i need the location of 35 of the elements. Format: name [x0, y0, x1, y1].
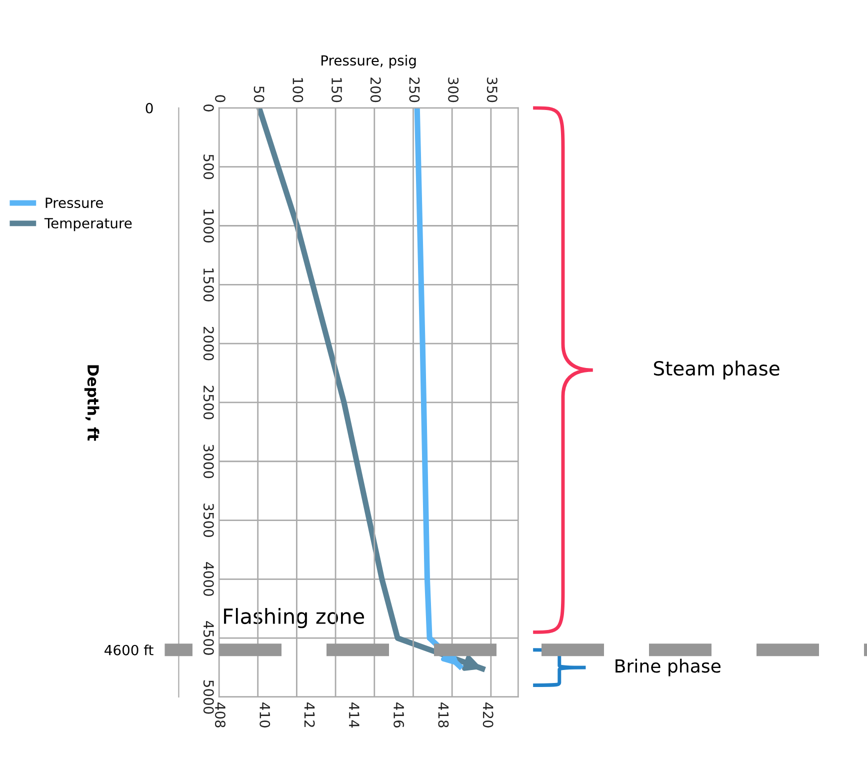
y-tick-label: 4500	[203, 621, 214, 655]
x2-axis-title: Pressure, psig	[322, 54, 416, 68]
x2-tick-label: 150	[332, 78, 342, 102]
x-tick-label: 416	[394, 702, 404, 728]
y-tick-label: 4000	[203, 562, 214, 596]
text: Brine phase	[616, 658, 720, 676]
y-tick-label: 1000	[203, 210, 214, 242]
y2-tick-label: 4600 ft	[104, 644, 154, 656]
x2-tick-label: 0	[214, 95, 226, 102]
x2-tick-label: 350	[486, 78, 498, 102]
legend-label: Temperature	[44, 218, 132, 232]
y-tick-label: 3000	[203, 444, 214, 478]
y-tick-label: 2000	[203, 326, 214, 360]
y2-axis-title: Depth, ft	[84, 365, 100, 441]
x2-tick-label: 50	[254, 86, 264, 102]
x-tick-label: 418	[438, 702, 449, 728]
y2-tick-label: 0	[146, 102, 153, 114]
annotation: Flashing zone	[224, 608, 364, 628]
y-tick-label: 500	[203, 154, 214, 180]
x2-tick-label: 200	[370, 78, 381, 102]
text: Steam phase	[654, 360, 780, 380]
x-tick-label: 420	[482, 702, 494, 728]
y-tick-label: 2500	[203, 386, 214, 420]
x2-tick-label: 100	[292, 78, 304, 102]
legend-label: Pressure	[46, 198, 103, 208]
y-tick-label: 0	[203, 104, 214, 112]
x2-tick-label: 250	[409, 78, 420, 102]
x-tick-label: 414	[349, 702, 360, 728]
x-tick-label: 410	[260, 702, 270, 728]
y-tick-label: 3500	[203, 504, 214, 538]
x-tick-label: 408	[214, 702, 226, 728]
y-tick-label: 1500	[203, 268, 214, 302]
x-tick-label: 412	[304, 702, 315, 727]
y-tick-label: 5000	[203, 680, 214, 714]
x2-tick-label: 300	[448, 78, 459, 102]
